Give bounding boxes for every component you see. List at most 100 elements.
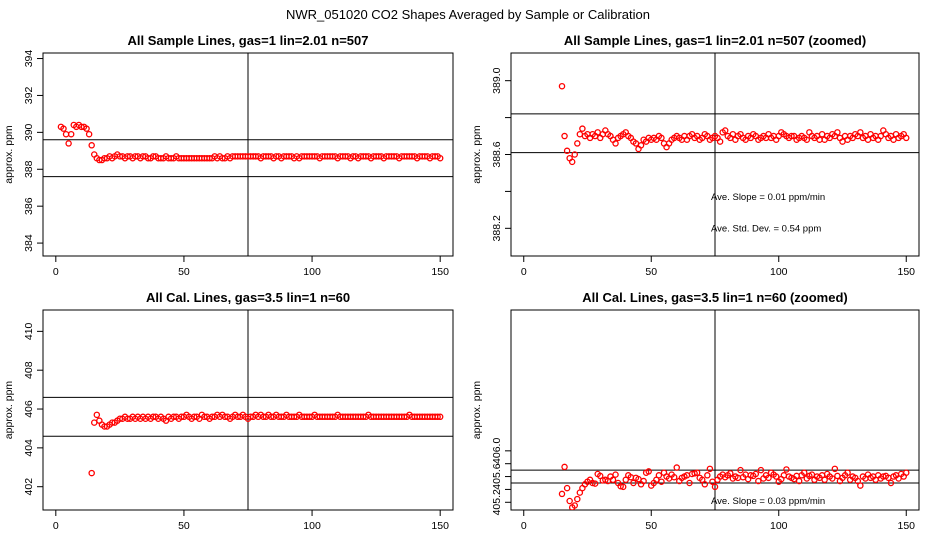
data-point [801, 469, 808, 476]
data-point [619, 483, 627, 491]
y-tick-label: 384 [23, 234, 35, 252]
data-point [576, 130, 584, 138]
y-tick-label: 394 [23, 50, 35, 68]
data-point [831, 465, 839, 473]
data-point [803, 136, 811, 143]
data-point [757, 466, 765, 474]
y-tick-label: 410 [23, 322, 35, 340]
data-point [88, 142, 95, 149]
y-tick-label: 386 [23, 197, 35, 215]
x-tick-label: 50 [645, 266, 657, 278]
data-point [737, 466, 744, 474]
data-point [609, 476, 617, 484]
series-points [57, 121, 444, 164]
data-point [818, 130, 826, 138]
chart-title: All Sample Lines, gas=1 lin=2.01 n=507 (… [564, 33, 866, 48]
data-point [716, 138, 724, 145]
data-point [579, 125, 586, 132]
data-point [755, 477, 762, 485]
data-point [783, 466, 790, 473]
data-point [65, 140, 72, 147]
data-point [686, 479, 693, 487]
data-point [640, 477, 647, 485]
data-point [903, 134, 910, 142]
x-tick-label: 150 [431, 520, 449, 532]
data-point [436, 154, 444, 162]
y-tick-label: 404 [23, 439, 35, 457]
data-point [566, 497, 573, 505]
data-point [612, 140, 619, 147]
data-point [857, 129, 864, 136]
y-tick-label: 402 [23, 478, 35, 496]
x-tick-label: 50 [178, 266, 190, 278]
y-tick-label: 389.0 [491, 67, 503, 93]
x-tick-label: 100 [770, 520, 788, 532]
data-point [630, 479, 637, 487]
data-point [780, 472, 788, 479]
data-point [673, 464, 681, 471]
x-tick-label: 0 [521, 520, 527, 532]
data-point [701, 481, 709, 488]
data-point [91, 419, 98, 426]
data-point [721, 127, 729, 134]
data-point [88, 469, 95, 477]
y-tick-label: 388.6 [491, 141, 503, 167]
data-point [93, 411, 101, 419]
chart-title: All Cal. Lines, gas=3.5 lin=1 n=60 (zoom… [582, 290, 848, 305]
x-tick-label: 50 [645, 520, 657, 532]
data-point [658, 478, 665, 485]
data-point [561, 463, 568, 471]
data-point [658, 134, 665, 142]
y-tick-label: 405.6 [491, 463, 503, 489]
data-point [829, 475, 836, 482]
data-point [637, 142, 645, 149]
data-point [844, 469, 851, 476]
chart-title: All Cal. Lines, gas=3.5 lin=1 n=60 [146, 290, 350, 305]
y-axis-label: approx. ppm [471, 381, 483, 440]
x-tick-label: 100 [303, 266, 321, 278]
x-tick-label: 0 [53, 520, 59, 532]
data-point [821, 476, 828, 484]
x-tick-label: 100 [303, 520, 321, 532]
x-tick-label: 50 [178, 520, 190, 532]
chart-annotation: Ave. Slope = 0.01 ppm/min [711, 192, 825, 203]
chart-annotation: Ave. Slope = 0.03 ppm/min [711, 496, 825, 507]
data-point [706, 465, 714, 473]
data-point [60, 125, 67, 132]
data-point [834, 129, 841, 136]
data-point [765, 474, 772, 482]
y-tick-label: 392 [23, 87, 35, 105]
chart-panel-1: All Sample Lines, gas=1 lin=2.01 n=507 ap… [3, 33, 454, 278]
data-point [436, 413, 444, 421]
data-point [752, 470, 760, 478]
x-tick-label: 100 [770, 266, 788, 278]
y-tick-label: 388 [23, 160, 35, 178]
data-point [645, 468, 652, 475]
data-point [67, 130, 75, 138]
data-point [558, 490, 566, 498]
x-tick-label: 0 [53, 266, 59, 278]
data-point [83, 125, 90, 132]
data-point [591, 480, 599, 487]
y-tick-label: 406.0 [491, 438, 503, 464]
data-point [85, 130, 93, 138]
data-point [834, 472, 841, 480]
data-point [693, 469, 701, 476]
chart-title: All Sample Lines, gas=1 lin=2.01 n=507 [128, 33, 369, 48]
data-point [670, 473, 678, 481]
data-point [903, 469, 910, 476]
x-tick-label: 150 [897, 520, 915, 532]
y-tick-label: 388.2 [491, 215, 503, 241]
series-points [558, 82, 910, 166]
data-point [563, 484, 571, 492]
x-tick-label: 0 [521, 266, 527, 278]
y-axis-label: approx. ppm [3, 381, 15, 440]
series-points [88, 411, 444, 477]
data-point [571, 502, 579, 509]
data-point [709, 478, 716, 485]
x-tick-label: 150 [431, 266, 449, 278]
data-point [772, 473, 780, 480]
data-point [788, 132, 795, 140]
data-point [795, 477, 803, 485]
